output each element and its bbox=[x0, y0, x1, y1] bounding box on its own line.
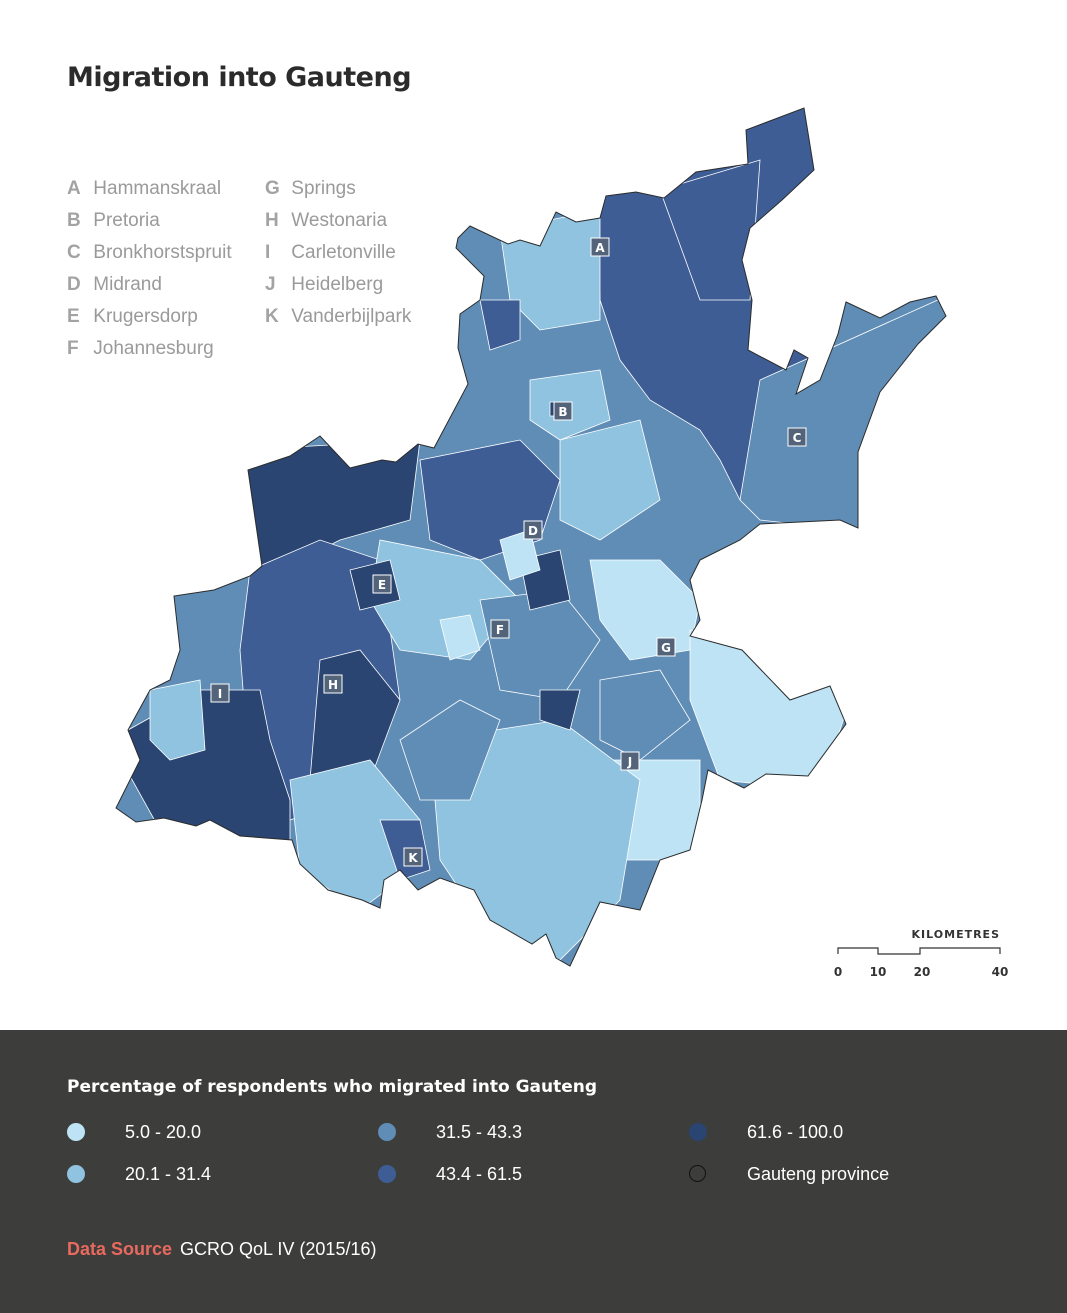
place-key-letter: F bbox=[67, 338, 79, 359]
place-key-name: Heidelberg bbox=[291, 274, 384, 295]
legend-label: 43.4 - 61.5 bbox=[436, 1164, 523, 1184]
place-key-name: Bronkhorstspruit bbox=[93, 242, 232, 263]
marker-a: A bbox=[590, 237, 610, 257]
place-key-letter: K bbox=[265, 306, 279, 327]
marker-h: H bbox=[323, 674, 343, 694]
marker-h-label: H bbox=[328, 678, 338, 692]
region-south-mid bbox=[399, 699, 501, 801]
region-small-c bbox=[479, 299, 521, 351]
marker-f-label: F bbox=[496, 623, 504, 637]
place-key-letter: H bbox=[265, 210, 279, 231]
marker-b-label: B bbox=[558, 405, 567, 419]
marker-b: B bbox=[553, 401, 573, 421]
marker-a-label: A bbox=[595, 241, 605, 255]
marker-i: I bbox=[210, 683, 230, 703]
place-key-letter: A bbox=[67, 178, 81, 199]
legend-swatch-outline bbox=[689, 1165, 706, 1182]
legend-swatch bbox=[378, 1123, 396, 1141]
scale-tick-0: 0 bbox=[833, 965, 843, 979]
marker-k: K bbox=[403, 847, 423, 867]
place-key-name: Vanderbijlpark bbox=[291, 306, 412, 327]
marker-i-label: I bbox=[218, 687, 222, 701]
choropleth-regions bbox=[116, 108, 946, 966]
legend-swatch bbox=[67, 1123, 85, 1141]
place-key-column-1: A Hammanskraal B Pretoria C Bronkhorstsp… bbox=[67, 178, 232, 370]
place-key-letter: B bbox=[67, 210, 81, 231]
region-carletonville-light bbox=[149, 679, 206, 761]
data-source-label: Data Source bbox=[67, 1239, 173, 1259]
scale-bar-graphic bbox=[837, 947, 1001, 955]
marker-c-label: C bbox=[793, 431, 802, 445]
data-source: Data Source GCRO QoL IV (2015/16) bbox=[67, 1239, 376, 1260]
legend-title: Percentage of respondents who migrated i… bbox=[67, 1077, 598, 1097]
region-north-east-b bbox=[659, 159, 761, 301]
place-key-name: Krugersdorp bbox=[93, 306, 198, 327]
scale-tick-40: 40 bbox=[991, 965, 1009, 979]
place-key-item: J Heidelberg bbox=[265, 274, 411, 306]
marker-e: E bbox=[372, 574, 392, 594]
legend-swatch bbox=[378, 1165, 396, 1183]
marker-d: D bbox=[523, 520, 543, 540]
marker-j: J bbox=[620, 751, 640, 771]
marker-c: C bbox=[787, 427, 807, 447]
region-springs-south bbox=[599, 669, 691, 761]
place-key-item: K Vanderbijlpark bbox=[265, 306, 411, 338]
legend-label: 31.5 - 43.3 bbox=[436, 1122, 523, 1142]
place-key-letter: C bbox=[67, 242, 81, 263]
place-key-item: G Springs bbox=[265, 178, 411, 210]
marker-g: G bbox=[656, 637, 676, 657]
place-key-name: Westonaria bbox=[291, 210, 388, 231]
region-midrand bbox=[559, 419, 661, 541]
place-key-name: Carletonville bbox=[291, 242, 396, 263]
legend-label: 20.1 - 31.4 bbox=[125, 1164, 212, 1184]
marker-e-label: E bbox=[378, 578, 386, 592]
legend-label: 61.6 - 100.0 bbox=[747, 1122, 844, 1142]
place-key-letter: I bbox=[265, 242, 271, 263]
scale-title: KILOMETRES bbox=[911, 928, 1000, 941]
place-key-item: H Westonaria bbox=[265, 210, 411, 242]
place-key-item: A Hammanskraal bbox=[67, 178, 232, 210]
marker-g-label: G bbox=[661, 641, 671, 655]
place-key-item: C Bronkhorstspruit bbox=[67, 242, 232, 274]
place-key-column-2: G Springs H Westonaria I Carletonville J… bbox=[265, 178, 411, 338]
region-small-d bbox=[499, 529, 541, 581]
place-key-letter: D bbox=[67, 274, 81, 295]
place-key-name: Springs bbox=[291, 178, 356, 199]
gauteng-map: A B C D E F G H I J K bbox=[115, 107, 947, 967]
place-key-item: F Johannesburg bbox=[67, 338, 232, 370]
place-key-item: D Midrand bbox=[67, 274, 232, 306]
place-key-name: Pretoria bbox=[93, 210, 160, 231]
legend-label: 5.0 - 20.0 bbox=[125, 1122, 202, 1142]
legend-swatch bbox=[67, 1165, 85, 1183]
region-small-b bbox=[439, 614, 481, 661]
marker-j-label: J bbox=[627, 755, 632, 769]
place-key-letter: E bbox=[67, 306, 80, 327]
map-title: Migration into Gauteng bbox=[67, 62, 412, 93]
scale-tick-20: 20 bbox=[913, 965, 931, 979]
legend-panel: Percentage of respondents who migrated i… bbox=[0, 1030, 1067, 1313]
scale-bar: KILOMETRES 0 10 20 40 bbox=[833, 928, 1016, 988]
data-source-text: GCRO QoL IV (2015/16) bbox=[180, 1239, 377, 1259]
place-key-item: B Pretoria bbox=[67, 210, 232, 242]
place-key-letter: J bbox=[265, 274, 276, 295]
marker-d-label: D bbox=[528, 524, 538, 538]
marker-f: F bbox=[490, 619, 510, 639]
gauteng-province-outline bbox=[115, 107, 947, 967]
place-key-name: Midrand bbox=[93, 274, 162, 295]
place-key-name: Hammanskraal bbox=[93, 178, 222, 199]
legend-swatch bbox=[689, 1123, 707, 1141]
region-small-e bbox=[539, 689, 581, 731]
scale-tick-10: 10 bbox=[869, 965, 887, 979]
place-key-letter: G bbox=[265, 178, 280, 199]
place-key-item: E Krugersdorp bbox=[67, 306, 232, 338]
marker-k-label: K bbox=[408, 851, 418, 865]
place-key-item: I Carletonville bbox=[265, 242, 411, 274]
place-key-name: Johannesburg bbox=[93, 338, 214, 359]
legend-label: Gauteng province bbox=[747, 1164, 890, 1184]
